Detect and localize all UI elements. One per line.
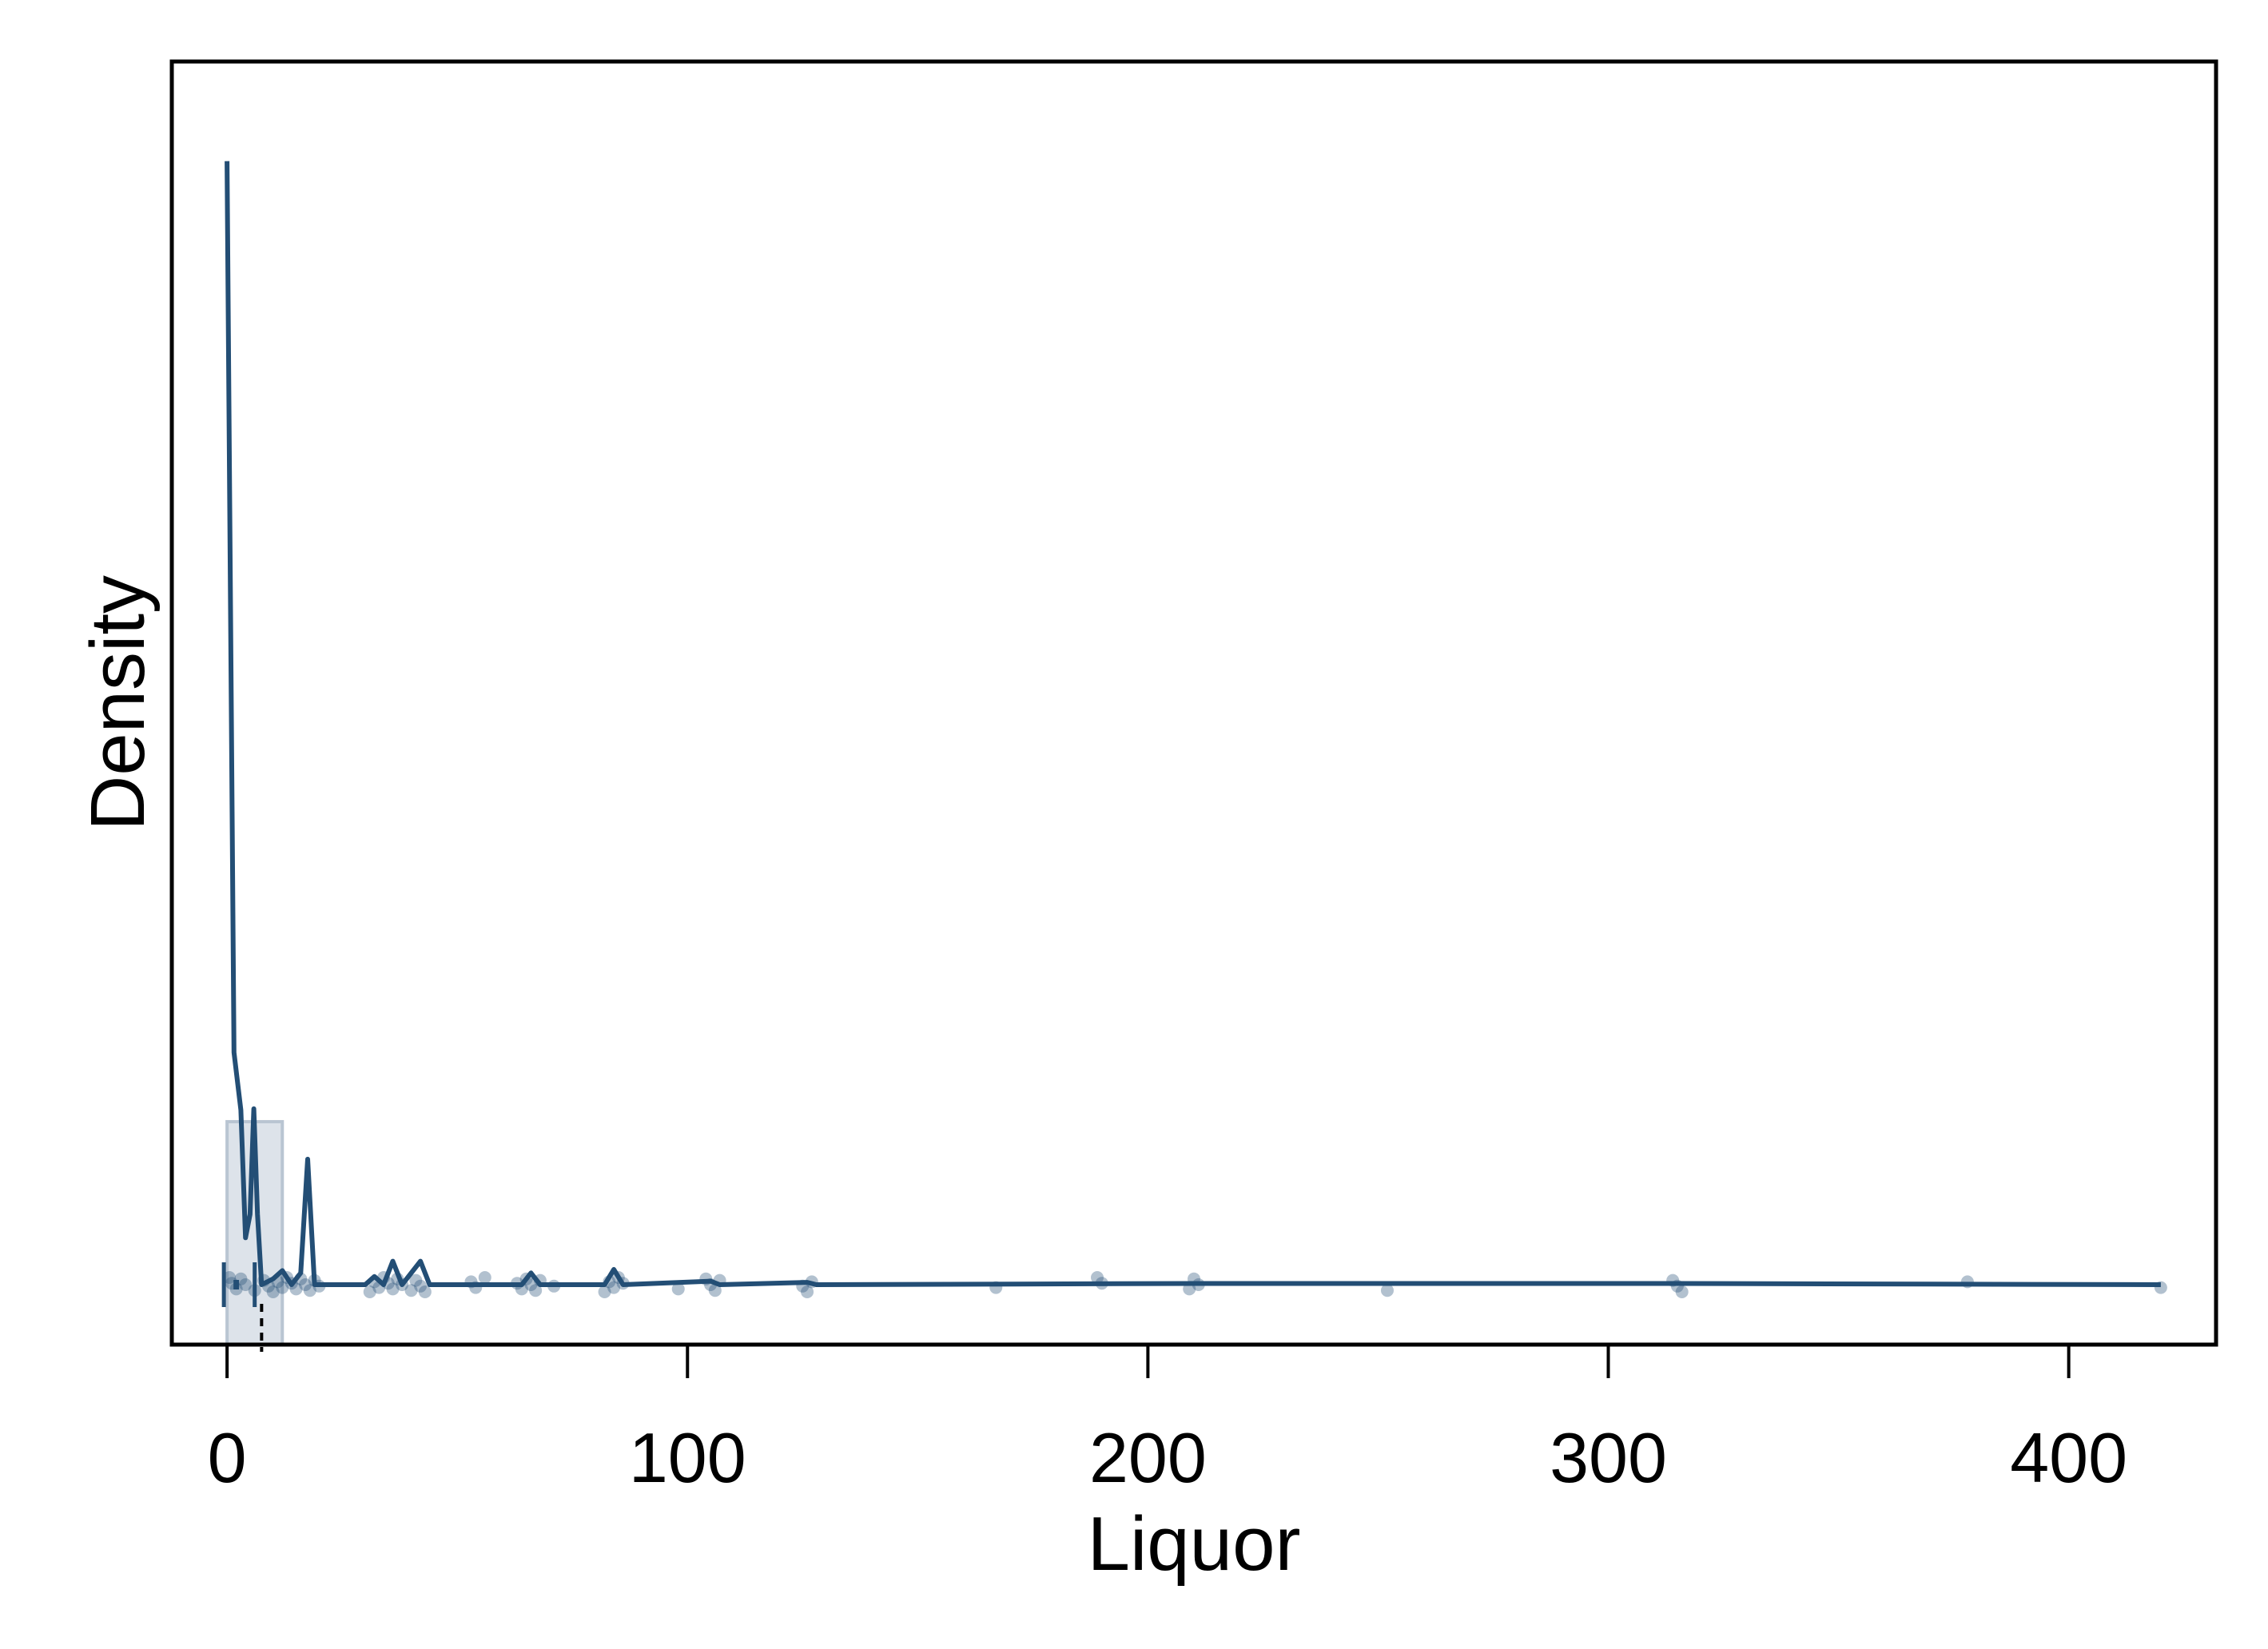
rug-point xyxy=(801,1285,814,1298)
x-tick-label: 400 xyxy=(2010,1418,2127,1497)
rug-point xyxy=(303,1284,316,1297)
rug-point xyxy=(276,1281,289,1294)
rug-point xyxy=(671,1282,685,1296)
rug-point xyxy=(524,1278,538,1291)
rug-point xyxy=(386,1282,400,1296)
x-tick-label: 100 xyxy=(629,1418,746,1497)
x-tick-label: 300 xyxy=(1550,1418,1667,1497)
rug-point xyxy=(266,1285,280,1298)
rug-point xyxy=(607,1281,621,1294)
boxplot xyxy=(221,1262,264,1352)
rug-point xyxy=(223,1271,237,1284)
rug-point xyxy=(414,1279,428,1293)
rug-point xyxy=(409,1274,423,1287)
plot-frame xyxy=(169,59,2218,1347)
rug-point xyxy=(708,1284,722,1297)
rug-point xyxy=(529,1284,543,1297)
rug-point xyxy=(299,1278,312,1291)
rug-point xyxy=(1380,1284,1394,1297)
rug-point xyxy=(1675,1285,1689,1298)
rug-point xyxy=(239,1278,253,1291)
x-tick-label: 200 xyxy=(1089,1418,1207,1497)
x-tick-label: 0 xyxy=(208,1418,247,1497)
x-axis: 0 100 200 300 400 xyxy=(208,1345,2127,1497)
rug-point xyxy=(1091,1271,1104,1284)
y-axis-title: Density xyxy=(75,575,161,831)
density-curve xyxy=(225,161,2161,1287)
rug-point xyxy=(404,1284,418,1297)
rug-point xyxy=(478,1271,491,1284)
rug-point xyxy=(598,1285,611,1298)
rug-point xyxy=(418,1285,432,1298)
x-axis-title: Liquor xyxy=(1088,1501,1301,1587)
rug-point xyxy=(363,1285,376,1298)
